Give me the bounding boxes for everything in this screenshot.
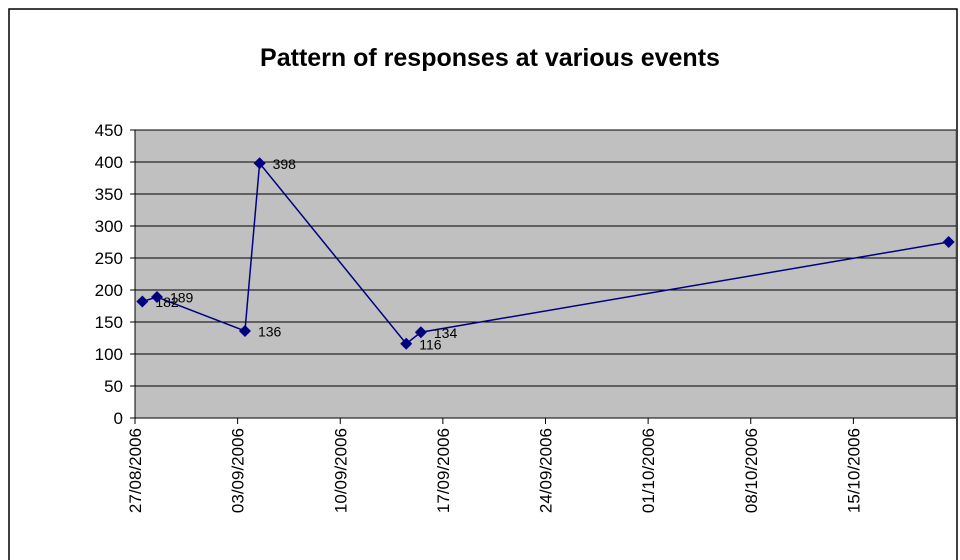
data-point — [400, 337, 413, 350]
y-tick-label: 400 — [95, 153, 123, 172]
data-point — [942, 236, 955, 248]
data-label: 116 — [419, 336, 442, 352]
data-point — [150, 291, 163, 304]
x-tick-label: 10/09/2006 — [331, 428, 350, 513]
x-tick-label: 15/10/2006 — [844, 428, 863, 513]
x-tick-label: 24/09/2006 — [537, 428, 556, 513]
data-label: 134 — [434, 325, 458, 341]
y-tick-label: 450 — [95, 121, 123, 140]
data-point — [414, 326, 427, 339]
x-tick-label: 03/09/2006 — [229, 428, 248, 513]
x-tick-label: 08/10/2006 — [742, 428, 761, 513]
y-tick-label: 200 — [95, 281, 123, 300]
y-tick-label: 250 — [95, 249, 123, 268]
data-label: 136 — [258, 324, 282, 340]
data-point — [253, 157, 266, 170]
x-tick-label: 17/09/2006 — [434, 428, 453, 513]
y-tick-label: 50 — [104, 377, 123, 396]
x-tick-label: 27/08/2006 — [126, 428, 145, 513]
data-label: 189 — [170, 290, 194, 306]
y-tick-label: 0 — [114, 409, 123, 428]
y-tick-label: 100 — [95, 345, 123, 364]
data-point — [238, 324, 251, 337]
y-tick-label: 150 — [95, 313, 123, 332]
x-tick-label: 01/10/2006 — [639, 428, 658, 513]
chart-title: Pattern of responses at various events — [260, 44, 720, 72]
data-point — [136, 295, 149, 308]
data-label: 398 — [273, 156, 297, 172]
y-tick-label: 350 — [95, 185, 123, 204]
y-tick-label: 300 — [95, 217, 123, 236]
